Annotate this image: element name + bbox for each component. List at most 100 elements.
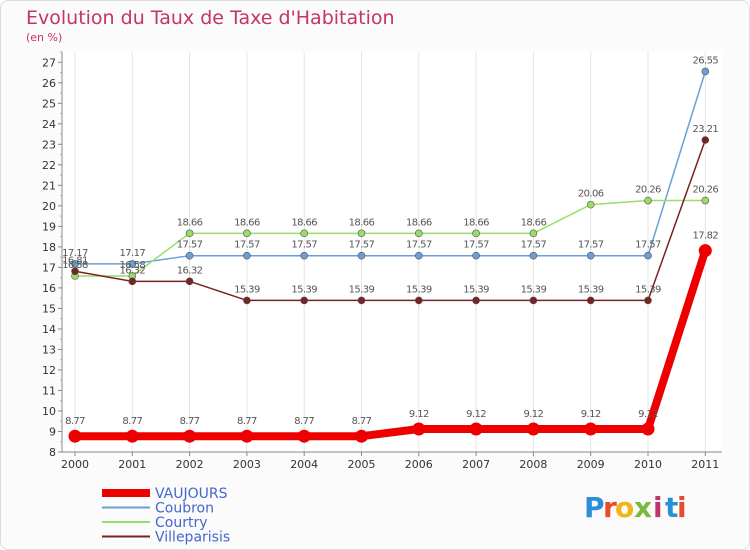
y-tick-label: 16 — [42, 282, 56, 295]
point-courtry — [529, 229, 538, 238]
y-tick-label: 23 — [42, 138, 56, 151]
point-courtry — [357, 229, 366, 238]
point-vaujours — [297, 429, 311, 443]
data-label-coubron: 17.57 — [177, 240, 203, 251]
data-label-vaujours: 9.12 — [466, 409, 486, 420]
data-label-villeparisis: 15.39 — [349, 284, 375, 295]
data-label-villeparisis: 23.21 — [692, 124, 718, 135]
data-label-coubron: 17.57 — [463, 240, 489, 251]
data-label-courtry: 18.66 — [291, 217, 317, 228]
x-tick-label: 2007 — [462, 458, 490, 471]
point-vaujours — [125, 429, 139, 443]
y-tick-label: 27 — [42, 56, 56, 69]
data-label-vaujours: 8.77 — [352, 416, 372, 427]
data-label-vaujours: 9.12 — [523, 409, 543, 420]
data-label-coubron: 17.57 — [521, 240, 547, 251]
point-villeparisis — [300, 296, 309, 305]
data-label-coubron: 17.57 — [291, 240, 317, 251]
point-coubron — [357, 251, 366, 260]
data-label-vaujours: 8.77 — [180, 416, 200, 427]
point-coubron — [300, 251, 309, 260]
data-label-villeparisis: 15.39 — [291, 284, 317, 295]
point-coubron — [472, 251, 480, 260]
point-vaujours — [240, 429, 254, 443]
point-coubron — [128, 260, 137, 268]
point-villeparisis — [185, 277, 194, 286]
point-coubron — [414, 251, 423, 260]
logo-letter: i — [677, 491, 687, 524]
x-tick-label: 2004 — [290, 458, 318, 471]
data-label-courtry: 18.66 — [349, 217, 375, 228]
y-tick-label: 10 — [42, 405, 56, 418]
data-label-courtry: 16.58 — [62, 260, 88, 271]
point-vaujours — [469, 422, 483, 436]
y-tick-label: 9 — [49, 425, 56, 438]
data-label-villeparisis: 15.39 — [406, 284, 432, 295]
data-label-coubron: 17.57 — [635, 240, 661, 251]
series-line-coubron — [74, 70, 707, 265]
y-tick-label: 17 — [42, 261, 56, 274]
chart-title: Evolution du Taux de Taxe d'Habitation — [26, 7, 395, 29]
point-villeparisis — [357, 296, 366, 305]
point-vaujours — [584, 422, 598, 436]
data-label-courtry: 18.66 — [521, 217, 547, 228]
y-tick-label: 21 — [42, 179, 56, 192]
series-line-villeparisis — [74, 139, 707, 302]
x-tick-label: 2000 — [61, 458, 89, 471]
logo-letter: t — [665, 491, 678, 524]
point-villeparisis — [472, 296, 480, 305]
point-coubron — [71, 260, 79, 268]
point-coubron — [185, 251, 194, 260]
point-coubron — [644, 251, 652, 260]
data-label-vaujours: 8.77 — [294, 416, 314, 427]
point-villeparisis — [128, 277, 137, 286]
point-coubron — [243, 251, 251, 260]
point-coubron — [586, 251, 595, 260]
logo-letter: P — [584, 491, 605, 524]
logo-letter: i — [653, 491, 663, 524]
data-label-coubron: 17.17 — [119, 248, 145, 259]
data-label-vaujours: 8.77 — [237, 416, 257, 427]
y-tick-label: 8 — [49, 446, 56, 459]
data-label-villeparisis: 16.81 — [62, 255, 88, 266]
x-tick-label: 2001 — [118, 458, 146, 471]
plot-area — [62, 52, 722, 452]
data-label-vaujours: 9.12 — [581, 409, 601, 420]
data-label-coubron: 17.17 — [62, 248, 88, 259]
point-courtry — [243, 229, 251, 238]
point-courtry — [185, 229, 194, 238]
logo-letter: r — [603, 491, 617, 524]
point-courtry — [644, 196, 652, 205]
point-coubron — [701, 67, 710, 76]
data-label-villeparisis: 15.39 — [578, 284, 604, 295]
point-villeparisis — [414, 296, 423, 305]
data-label-courtry: 20.26 — [692, 185, 718, 196]
proxiti-logo: Pro x i ti — [584, 491, 687, 524]
y-tick-label: 19 — [42, 220, 56, 233]
data-label-courtry: 20.06 — [578, 189, 604, 200]
data-label-villeparisis: 15.39 — [635, 284, 661, 295]
data-label-coubron: 26.55 — [692, 55, 718, 66]
data-labels: 8.77 8.77 8.77 8.77 8.77 8.77 9.12 9.12 9.12 9.12… — [62, 55, 719, 427]
point-coubron — [529, 251, 538, 260]
point-villeparisis — [644, 296, 652, 305]
legend-label-coubron: Coubron — [155, 501, 214, 517]
data-label-coubron: 17.57 — [349, 240, 375, 251]
logo-letter: o — [615, 491, 634, 524]
point-vaujours — [412, 422, 426, 436]
data-label-vaujours: 8.77 — [122, 416, 142, 427]
x-tick-label: 2008 — [519, 458, 547, 471]
x-tick-label: 2002 — [176, 458, 204, 471]
data-label-villeparisis: 15.39 — [463, 284, 489, 295]
data-label-villeparisis: 15.39 — [521, 284, 547, 295]
data-label-courtry: 16.58 — [119, 260, 145, 271]
y-tick-label: 15 — [42, 302, 56, 315]
data-label-vaujours: 9.12 — [409, 409, 429, 420]
x-tick-label: 2006 — [405, 458, 433, 471]
data-label-vaujours: 8.77 — [65, 416, 85, 427]
point-vaujours — [641, 422, 655, 436]
point-villeparisis — [243, 296, 251, 305]
data-label-villeparisis: 16.32 — [177, 265, 203, 276]
data-label-villeparisis: 15.39 — [234, 284, 260, 295]
